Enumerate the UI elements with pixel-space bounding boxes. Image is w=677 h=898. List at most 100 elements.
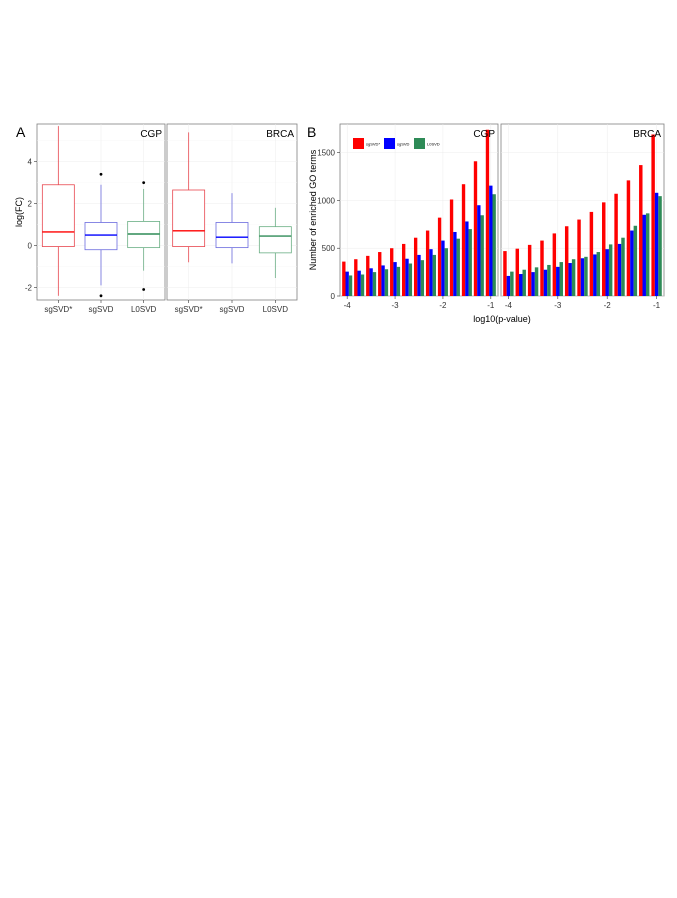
x-tick-label: L0SVD [131, 305, 157, 314]
bar-sgSVD [519, 274, 523, 296]
bar-sgSVD* [626, 180, 631, 296]
bar-L0SVD [348, 275, 353, 296]
box-sgSVD* [172, 189, 206, 247]
bar-L0SVD [584, 256, 588, 296]
y-tick-label: 2 [28, 200, 33, 209]
x-tick-label: -1 [653, 301, 661, 310]
bar-sgSVD [543, 269, 548, 296]
y-tick-label: 1500 [317, 149, 335, 158]
bar-sgSVD [531, 272, 535, 296]
bar-L0SVD [571, 259, 576, 296]
bar-sgSVD* [366, 255, 370, 296]
bar-sgSVD [630, 230, 634, 296]
bar-sgSVD [654, 192, 659, 296]
facet-title: CGP [473, 129, 495, 140]
box-sgSVD* [41, 184, 75, 247]
x-tick-label: -2 [604, 301, 612, 310]
bar-L0SVD [396, 266, 401, 296]
y-tick-label: 1000 [317, 196, 335, 205]
bar-L0SVD [420, 260, 425, 296]
bar-sgSVD* [527, 244, 532, 296]
bar-sgSVD [489, 185, 493, 296]
x-tick-label: -3 [391, 301, 399, 310]
box-sgSVD [215, 222, 249, 249]
bar-L0SVD [534, 267, 539, 296]
bar-sgSVD [580, 258, 585, 296]
bar-sgSVD [593, 254, 597, 296]
x-tick-label: L0SVD [263, 305, 289, 314]
bar-L0SVD [608, 244, 613, 296]
box-L0SVD [258, 226, 292, 254]
bar-L0SVD [510, 271, 514, 296]
facet-title: BRCA [266, 129, 294, 140]
bar-sgSVD [465, 221, 469, 296]
x-tick-label: -4 [344, 301, 352, 310]
box-outlier [99, 294, 103, 298]
bar-sgSVD* [402, 243, 406, 296]
bar-sgSVD* [461, 184, 466, 296]
bar-sgSVD [477, 205, 481, 296]
y-tick-label: 500 [322, 244, 336, 253]
bar-sgSVD* [552, 233, 557, 296]
bar-sgSVD* [602, 202, 606, 296]
bar-sgSVD* [390, 248, 394, 296]
bar-sgSVD [405, 258, 409, 296]
bar-sgSVD [568, 263, 572, 296]
bar-sgSVD* [473, 161, 478, 296]
bar-L0SVD [372, 272, 377, 296]
bar-L0SVD [559, 262, 563, 296]
bar-L0SVD [468, 229, 472, 296]
y-axis-title: log(FC) [14, 197, 24, 227]
panel-a-letter: A [16, 124, 26, 140]
box-sgSVD [84, 222, 118, 251]
bar-sgSVD [345, 271, 349, 296]
legend-swatch-sgSVD [384, 138, 395, 149]
bar-sgSVD [417, 254, 421, 296]
legend-label: sgSVD [397, 142, 410, 147]
x-axis-title: log10(p-value) [473, 314, 531, 324]
bar-sgSVD* [378, 252, 382, 296]
bar-L0SVD [456, 238, 460, 296]
legend-swatch-L0SVD [414, 138, 425, 149]
y-tick-label: -2 [25, 283, 33, 292]
bar-L0SVD [384, 269, 389, 296]
bar-sgSVD* [651, 134, 655, 296]
bar-sgSVD [369, 268, 373, 296]
bar-sgSVD [605, 249, 609, 296]
bar-sgSVD* [503, 251, 507, 296]
y-tick-label: 4 [28, 158, 33, 167]
bar-L0SVD [596, 252, 601, 296]
bar-sgSVD [381, 265, 385, 296]
x-tick-label: sgSVD* [44, 305, 72, 314]
bar-sgSVD [393, 262, 397, 296]
bar-sgSVD* [342, 261, 346, 296]
bar-L0SVD [522, 269, 526, 296]
facet-title: BRCA [633, 129, 661, 140]
bar-L0SVD [492, 194, 496, 296]
bar-L0SVD [432, 254, 436, 296]
bar-L0SVD [360, 274, 365, 296]
bar-sgSVD* [515, 248, 520, 296]
bar-sgSVD [429, 249, 433, 296]
box-outlier [99, 172, 103, 176]
bar-L0SVD [645, 213, 650, 296]
panel-b-barchart: CGP -4 -3 -2 -1 BRCA -4 -3 -2 -1 0 500 1000 1500Numbe… [308, 123, 665, 324]
x-tick-label: sgSVD [89, 305, 114, 314]
bar-sgSVD [642, 214, 646, 296]
legend-swatch-sgSVD* [353, 138, 364, 149]
x-tick-label: -4 [505, 301, 513, 310]
bar-sgSVD* [639, 165, 643, 296]
y-axis-title: Number of enriched GO terms [308, 149, 318, 270]
bar-sgSVD [357, 270, 361, 296]
bar-sgSVD [556, 266, 560, 296]
y-tick-label: 0 [28, 242, 33, 251]
bar-sgSVD* [485, 129, 490, 296]
bar-sgSVD* [577, 219, 581, 296]
bar-sgSVD [617, 243, 622, 296]
x-tick-label: sgSVD [220, 305, 245, 314]
bar-sgSVD* [425, 230, 430, 296]
bar-sgSVD* [437, 217, 442, 296]
legend-label: L0SVD [427, 142, 440, 147]
y-tick-label: 0 [331, 292, 336, 301]
